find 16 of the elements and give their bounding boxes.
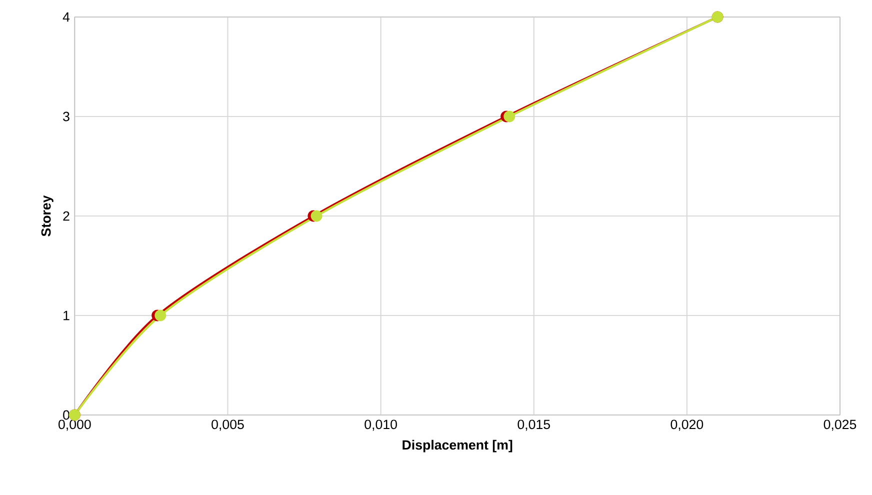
y-axis-title: Storey bbox=[41, 195, 54, 236]
x-tick-label: 0,025 bbox=[824, 420, 856, 431]
y-tick-label: 0 bbox=[63, 410, 70, 420]
x-tick-label: 0,015 bbox=[518, 420, 550, 431]
x-tick-label: 0,000 bbox=[58, 420, 91, 431]
x-tick-label: 0,010 bbox=[364, 420, 397, 431]
x-axis-title: Displacement [m] bbox=[402, 440, 512, 452]
x-tick-label: 0,020 bbox=[670, 420, 704, 431]
x-tick-label: 0,005 bbox=[212, 420, 244, 431]
point bbox=[504, 110, 516, 122]
y-tick-label: 1 bbox=[64, 310, 70, 320]
point bbox=[154, 310, 166, 322]
y-tick-label: 4 bbox=[62, 12, 70, 22]
y-tick-label: 3 bbox=[63, 112, 70, 122]
point bbox=[310, 210, 322, 222]
y-tick-label: 2 bbox=[63, 211, 70, 221]
